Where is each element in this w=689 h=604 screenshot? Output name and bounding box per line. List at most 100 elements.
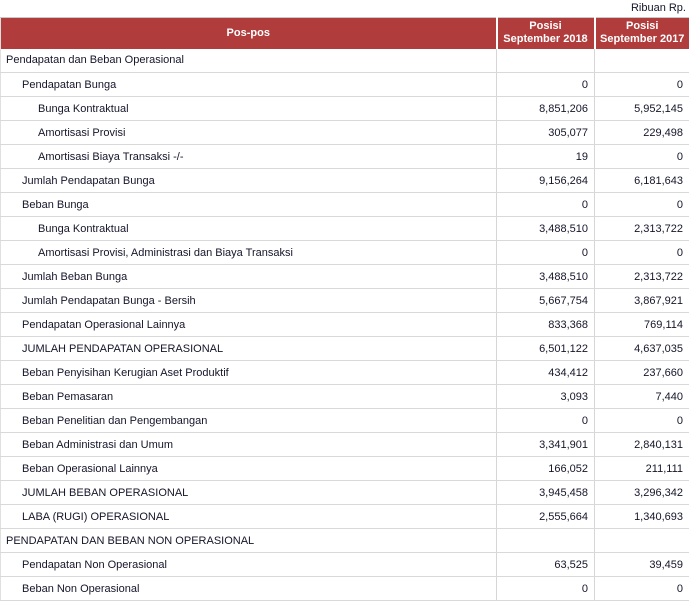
value-2017-cell: 0 [594, 408, 689, 433]
table-row: JUMLAH BEBAN OPERASIONAL 3,945,458 3,296… [0, 480, 689, 505]
value-2017-cell: 237,660 [594, 360, 689, 385]
income-statement-table: Pos-pos Posisi September 2018 Posisi Sep… [0, 17, 689, 601]
row-label: Beban Penelitian dan Pengembangan [0, 408, 497, 433]
value-2018-cell: 5,667,754 [496, 288, 595, 313]
column-header-september-2017: Posisi September 2017 [594, 17, 689, 49]
column-header-september-2018: Posisi September 2018 [496, 17, 596, 49]
value-2017-cell: 0 [594, 192, 689, 217]
row-label: JUMLAH PENDAPATAN OPERASIONAL [0, 336, 497, 361]
row-label: Beban Operasional Lainnya [0, 456, 497, 481]
table-row: Jumlah Pendapatan Bunga 9,156,264 6,181,… [0, 168, 689, 193]
table-row: Amortisasi Provisi 305,077 229,498 [0, 120, 689, 145]
row-label: Amortisasi Biaya Transaksi -/- [0, 144, 497, 169]
value-2018-cell: 2,555,664 [496, 504, 595, 529]
header-row: Pos-pos Posisi September 2018 Posisi Sep… [0, 17, 689, 49]
value-2017-cell: 5,952,145 [594, 96, 689, 121]
row-label: Beban Administrasi dan Umum [0, 432, 497, 457]
row-label: Jumlah Pendapatan Bunga - Bersih [0, 288, 497, 313]
table-header: Pos-pos Posisi September 2018 Posisi Sep… [0, 17, 689, 49]
table-row: Beban Administrasi dan Umum 3,341,901 2,… [0, 432, 689, 457]
row-label: Pendapatan dan Beban Operasional [0, 48, 497, 73]
row-label: Jumlah Pendapatan Bunga [0, 168, 497, 193]
value-2018-cell: 19 [496, 144, 595, 169]
row-label: JUMLAH BEBAN OPERASIONAL [0, 480, 497, 505]
value-2017-cell: 229,498 [594, 120, 689, 145]
unit-label: Ribuan Rp. [630, 2, 686, 14]
row-label: PENDAPATAN DAN BEBAN NON OPERASIONAL [0, 528, 497, 553]
value-2017-cell: 0 [594, 144, 689, 169]
table-row: Beban Penyisihan Kerugian Aset Produktif… [0, 360, 689, 385]
value-2018-cell: 0 [496, 192, 595, 217]
row-label: Pendapatan Non Operasional [0, 552, 497, 577]
table-row: Bunga Kontraktual 8,851,206 5,952,145 [0, 96, 689, 121]
table-row: PENDAPATAN DAN BEBAN NON OPERASIONAL [0, 528, 689, 553]
table-row: Pendapatan Operasional Lainnya 833,368 7… [0, 312, 689, 337]
value-2018-cell: 434,412 [496, 360, 595, 385]
table-body: Pendapatan dan Beban Operasional Pendapa… [0, 48, 689, 601]
row-label: Beban Bunga [0, 192, 497, 217]
value-2017-cell: 1,340,693 [594, 504, 689, 529]
value-2017-cell: 6,181,643 [594, 168, 689, 193]
table-row: Pendapatan Bunga 0 0 [0, 72, 689, 97]
table-row: Pendapatan dan Beban Operasional [0, 48, 689, 73]
row-label: Beban Non Operasional [0, 576, 497, 601]
value-2018-cell: 3,341,901 [496, 432, 595, 457]
value-2018-cell: 0 [496, 408, 595, 433]
table-row: Beban Penelitian dan Pengembangan 0 0 [0, 408, 689, 433]
value-2018-cell: 305,077 [496, 120, 595, 145]
table-row: Pendapatan Non Operasional 63,525 39,459 [0, 552, 689, 577]
table-row: Beban Operasional Lainnya 166,052 211,11… [0, 456, 689, 481]
value-2018-cell: 0 [496, 240, 595, 265]
row-label: Amortisasi Provisi, Administrasi dan Bia… [0, 240, 497, 265]
value-2018-cell [496, 528, 595, 553]
row-label: Pendapatan Bunga [0, 72, 497, 97]
value-2017-cell: 39,459 [594, 552, 689, 577]
table-row: Jumlah Pendapatan Bunga - Bersih 5,667,7… [0, 288, 689, 313]
table-row: JUMLAH PENDAPATAN OPERASIONAL 6,501,122 … [0, 336, 689, 361]
table-row: Bunga Kontraktual 3,488,510 2,313,722 [0, 216, 689, 241]
value-2017-cell: 2,840,131 [594, 432, 689, 457]
value-2018-cell: 3,488,510 [496, 216, 595, 241]
value-2017-cell [594, 528, 689, 553]
value-2018-cell [496, 48, 595, 73]
value-2017-cell [594, 48, 689, 73]
value-2017-cell: 0 [594, 576, 689, 601]
value-2018-cell: 166,052 [496, 456, 595, 481]
value-2018-cell: 3,488,510 [496, 264, 595, 289]
value-2018-cell: 833,368 [496, 312, 595, 337]
row-label: Amortisasi Provisi [0, 120, 497, 145]
value-2018-cell: 0 [496, 576, 595, 601]
value-2018-cell: 9,156,264 [496, 168, 595, 193]
table-row: Jumlah Beban Bunga 3,488,510 2,313,722 [0, 264, 689, 289]
row-label: Pendapatan Operasional Lainnya [0, 312, 497, 337]
value-2017-cell: 7,440 [594, 384, 689, 409]
row-label: Jumlah Beban Bunga [0, 264, 497, 289]
value-2017-cell: 211,111 [594, 456, 689, 481]
value-2017-cell: 0 [594, 72, 689, 97]
value-2018-cell: 8,851,206 [496, 96, 595, 121]
value-2018-cell: 0 [496, 72, 595, 97]
value-2017-cell: 3,867,921 [594, 288, 689, 313]
value-2017-cell: 4,637,035 [594, 336, 689, 361]
row-label: LABA (RUGI) OPERASIONAL [0, 504, 497, 529]
value-2018-cell: 6,501,122 [496, 336, 595, 361]
value-2017-cell: 0 [594, 240, 689, 265]
value-2018-cell: 63,525 [496, 552, 595, 577]
value-2017-cell: 769,114 [594, 312, 689, 337]
table-row: Beban Bunga 0 0 [0, 192, 689, 217]
table-row: Amortisasi Biaya Transaksi -/- 19 0 [0, 144, 689, 169]
table-row: Beban Pemasaran 3,093 7,440 [0, 384, 689, 409]
value-2017-cell: 2,313,722 [594, 216, 689, 241]
value-2018-cell: 3,093 [496, 384, 595, 409]
row-label: Beban Penyisihan Kerugian Aset Produktif [0, 360, 497, 385]
row-label: Bunga Kontraktual [0, 96, 497, 121]
value-2018-cell: 3,945,458 [496, 480, 595, 505]
row-label: Bunga Kontraktual [0, 216, 497, 241]
table-row: Beban Non Operasional 0 0 [0, 576, 689, 601]
table-row: LABA (RUGI) OPERASIONAL 2,555,664 1,340,… [0, 504, 689, 529]
row-label: Beban Pemasaran [0, 384, 497, 409]
table-row: Amortisasi Provisi, Administrasi dan Bia… [0, 240, 689, 265]
value-2017-cell: 3,296,342 [594, 480, 689, 505]
column-header-pos-pos: Pos-pos [0, 17, 498, 49]
value-2017-cell: 2,313,722 [594, 264, 689, 289]
